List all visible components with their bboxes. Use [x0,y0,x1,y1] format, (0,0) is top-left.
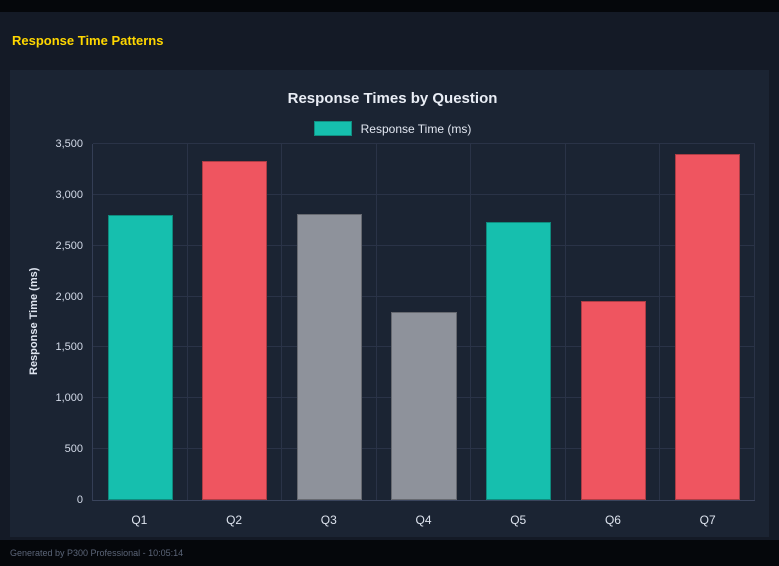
footer-text: Generated by P300 Professional - 10:05:1… [10,548,184,558]
legend-swatch [313,121,352,136]
v-gridline [281,144,283,500]
v-gridline [659,144,661,500]
x-tick-label: Q4 [415,513,432,527]
h-gridline [93,295,755,297]
x-tick-label: Q2 [226,513,243,527]
bar-column [188,144,283,500]
y-tick-label: 2,000 [55,290,83,303]
y-tick-label: 0 [76,494,83,506]
legend-label: Response Time (ms) [360,121,472,136]
bar-q4[interactable] [391,311,457,500]
page-header: Response Time Patterns [12,32,163,50]
v-gridline [186,144,188,500]
bar-q2[interactable] [202,161,268,500]
window-bottom-strip [0,540,779,566]
bar-column [471,144,566,500]
y-tick-label: 1,000 [55,392,83,405]
bar-column [93,144,188,500]
bar-q7[interactable] [675,154,741,500]
y-tick-label: 3,000 [55,188,83,201]
x-tick-label: Q6 [604,513,621,527]
x-tick-label: Q7 [699,513,716,527]
x-tick-label: Q3 [320,513,337,527]
chart-panel: Response Times by Question Response Time… [10,70,769,537]
bar-q6[interactable] [580,300,646,500]
v-gridline [564,144,566,500]
y-axis-title: Response Time (ms) [28,267,40,376]
bar-column [660,144,755,500]
bar-q3[interactable] [296,214,363,500]
x-axis-labels: Q1 Q2 Q3 Q4 Q5 Q6 Q7 [92,513,755,527]
chart-title: Response Times by Question [287,90,498,107]
bar-column [377,144,472,500]
plot-column: 0 500 1,000 1,500 2,000 2,500 3,000 3,500 Q1 Q2 Q… [55,138,755,527]
y-tick-label: 1,500 [55,341,83,354]
plot-area: 0 500 1,000 1,500 2,000 2,500 3,000 3,500 [55,138,755,506]
x-tick-label: Q5 [510,513,527,527]
page-title: Response Time Patterns [12,33,164,48]
x-tick-label: Q1 [131,513,148,527]
bar-column [282,144,377,500]
window-top-strip [0,0,779,12]
bars-layer [93,144,755,500]
bar-q1[interactable] [107,215,173,500]
v-gridline [754,144,755,500]
y-tick-label: 2,500 [55,239,83,252]
h-gridline [93,244,755,246]
h-gridline [93,143,755,144]
v-gridline [470,144,472,500]
y-tick-label: 3,500 [55,138,83,150]
bar-column [566,144,661,500]
bar-q5[interactable] [485,222,552,500]
chart-body: Response Time (ms) 0 500 1,000 1,500 2,000 2,… [24,138,761,527]
y-tick-label: 500 [64,443,83,456]
v-gridline [375,144,377,500]
h-gridline [93,193,755,195]
chart-legend[interactable]: Response Time (ms) [24,121,761,136]
